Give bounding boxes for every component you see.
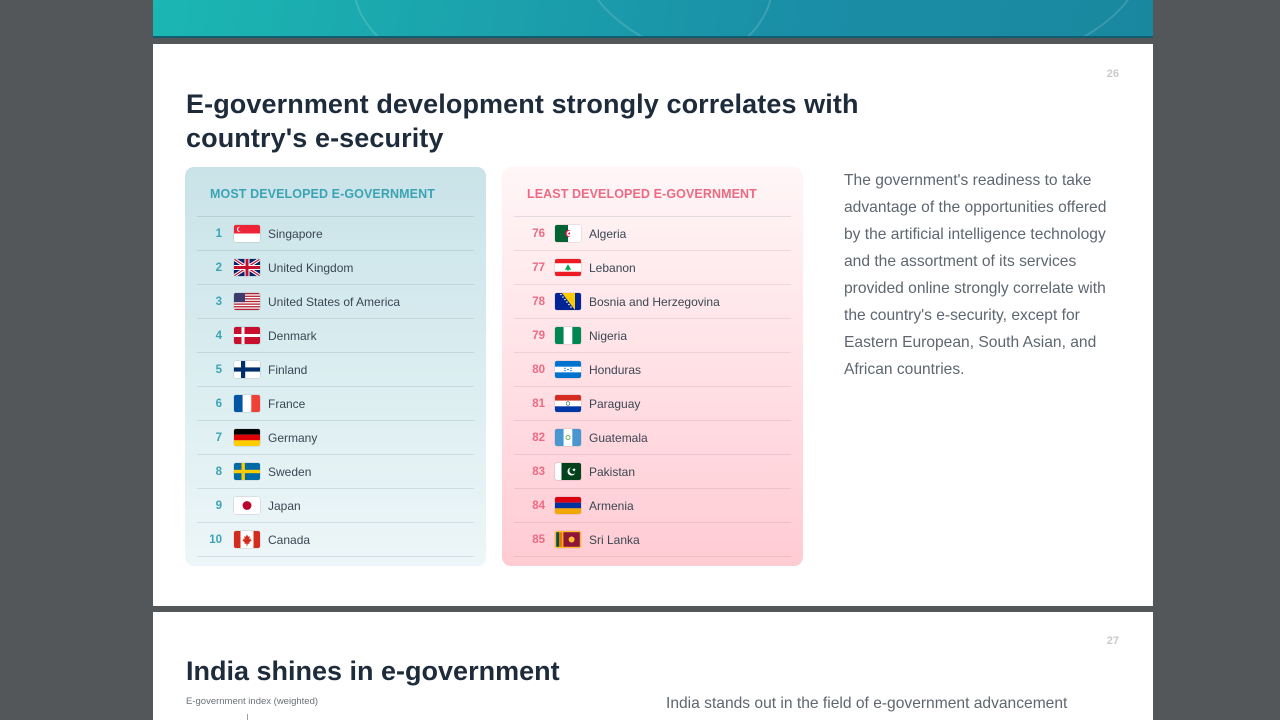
table-row: 76 Algeria (514, 217, 791, 251)
table-row: 4 Denmark (197, 319, 474, 353)
most-developed-list: 1 Singapore 2 United Kingdom 3 United States … (197, 217, 474, 557)
decorative-swoosh (583, 0, 1143, 38)
sri-lanka-flag-icon (555, 531, 581, 548)
chart-axis (247, 714, 248, 720)
table-row: 7 Germany (197, 421, 474, 455)
table-row: 2 United Kingdom (197, 251, 474, 285)
table-row: 1 Singapore (197, 217, 474, 251)
rank-number: 7 (215, 431, 222, 444)
nigeria-flag-icon (555, 327, 581, 344)
country-name: United States of America (268, 294, 401, 309)
rank-number: 78 (532, 295, 545, 308)
canada-flag-icon (234, 531, 260, 548)
country-name: Paraguay (589, 396, 641, 411)
least-developed-list: 76 Algeria 77 Lebanon 78 Bosnia and Herzegovi… (514, 217, 791, 557)
page-title: India shines in e-government (186, 656, 560, 686)
country-name: United Kingdom (268, 260, 354, 275)
country-name: Guatemala (589, 430, 648, 445)
table-row: 81 Paraguay (514, 387, 791, 421)
table-row: 9 Japan (197, 489, 474, 523)
country-name: Japan (268, 498, 301, 513)
country-name: Sri Lanka (589, 532, 640, 547)
rank-number: 77 (532, 261, 545, 274)
page-title: E-government development strongly correl… (186, 89, 859, 153)
rank-number: 3 (215, 295, 222, 308)
united-kingdom-flag-icon (234, 259, 260, 276)
country-name: Sweden (268, 464, 312, 479)
country-name: Lebanon (589, 260, 636, 275)
country-name: Canada (268, 532, 311, 547)
page-number: 27 (1106, 635, 1119, 647)
country-name: Pakistan (589, 464, 636, 479)
country-name: Singapore (268, 226, 323, 241)
guatemala-flag-icon (555, 429, 581, 446)
rank-number: 84 (532, 499, 545, 512)
algeria-flag-icon (555, 225, 581, 242)
description-text: India stands out in the field of e-gover… (666, 695, 1068, 712)
country-name: Nigeria (589, 328, 628, 343)
rank-number: 9 (215, 499, 222, 512)
rank-number: 8 (215, 465, 222, 478)
table-row: 82 Guatemala (514, 421, 791, 455)
table-row: 80 Honduras (514, 353, 791, 387)
germany-flag-icon (234, 429, 260, 446)
page-number: 26 (1106, 68, 1119, 80)
slide-edge (153, 36, 1153, 38)
previous-slide (153, 0, 1153, 38)
paraguay-flag-icon (555, 395, 581, 412)
least-developed-panel: LEAST DEVELOPED E-GOVERNMENT 76 Algeria 77… (502, 167, 803, 566)
rank-number: 85 (532, 533, 545, 546)
table-row: 10 Canada (197, 523, 474, 557)
country-name: Denmark (268, 328, 317, 343)
table-row: 8 Sweden (197, 455, 474, 489)
finland-flag-icon (234, 361, 260, 378)
slide-page-27: 27 India shines in e-government E-govern… (153, 612, 1153, 720)
table-row: 5 Finland (197, 353, 474, 387)
france-flag-icon (234, 395, 260, 412)
rank-number: 5 (215, 363, 222, 376)
bosnia-flag-icon (555, 293, 581, 310)
country-name: Algeria (589, 226, 627, 241)
table-row: 78 Bosnia and Herzegovina (514, 285, 791, 319)
rank-number: 82 (532, 431, 545, 444)
honduras-flag-icon (555, 361, 581, 378)
chart-axis-label: E-government index (weighted) (186, 696, 319, 707)
slide-page-26: 26 E-government development strongly cor… (153, 44, 1153, 606)
most-developed-panel: MOST DEVELOPED E-GOVERNMENT 1 Singapore 2 U… (185, 167, 486, 566)
japan-flag-icon (234, 497, 260, 514)
rank-number: 76 (532, 227, 545, 240)
table-row: 83 Pakistan (514, 455, 791, 489)
table-row: 85 Sri Lanka (514, 523, 791, 557)
denmark-flag-icon (234, 327, 260, 344)
rank-number: 6 (215, 397, 222, 410)
table-row: 84 Armenia (514, 489, 791, 523)
country-name: Armenia (589, 498, 634, 513)
country-name: Honduras (589, 362, 642, 377)
rank-number: 1 (215, 227, 222, 240)
rank-number: 81 (532, 397, 545, 410)
lebanon-flag-icon (555, 259, 581, 276)
least-developed-heading: LEAST DEVELOPED E-GOVERNMENT (514, 167, 791, 217)
pakistan-flag-icon (555, 463, 581, 480)
rank-number: 2 (215, 261, 222, 274)
table-row: 3 United States of America (197, 285, 474, 319)
rank-number: 4 (215, 329, 222, 342)
sweden-flag-icon (234, 463, 260, 480)
most-developed-heading: MOST DEVELOPED E-GOVERNMENT (197, 167, 474, 217)
rank-number: 80 (532, 363, 545, 376)
country-name: France (268, 396, 306, 411)
usa-flag-icon (234, 293, 260, 310)
table-row: 79 Nigeria (514, 319, 791, 353)
table-row: 77 Lebanon (514, 251, 791, 285)
table-row: 6 France (197, 387, 474, 421)
armenia-flag-icon (555, 497, 581, 514)
country-name: Bosnia and Herzegovina (589, 294, 720, 309)
description-text: The government's readiness to take advan… (844, 172, 1107, 378)
rank-number: 79 (532, 329, 545, 342)
rank-number: 10 (209, 533, 222, 546)
rank-number: 83 (532, 465, 545, 478)
country-name: Finland (268, 362, 308, 377)
country-name: Germany (268, 430, 318, 445)
singapore-flag-icon (234, 225, 260, 242)
